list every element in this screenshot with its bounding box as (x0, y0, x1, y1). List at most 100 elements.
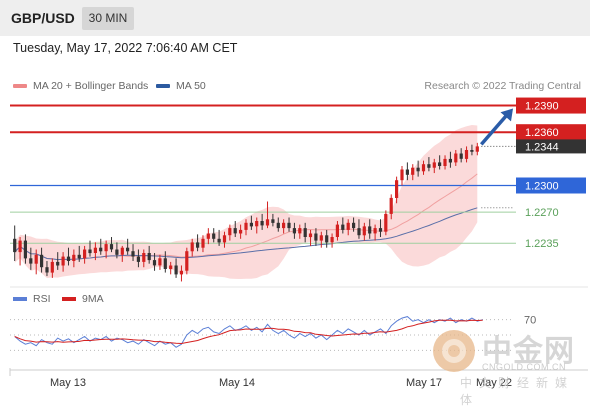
chart-header: GBP/USD 30 MIN (0, 0, 590, 36)
candle-body (56, 261, 60, 266)
candle-body (109, 244, 114, 250)
candle-body (196, 242, 200, 248)
candle-body (61, 256, 65, 266)
candle-body (179, 270, 183, 275)
candle-body (389, 197, 393, 214)
candle-body (255, 221, 259, 227)
candle-body (373, 228, 377, 234)
candle-body (319, 235, 323, 241)
level-1-2235-label: 1.2235 (525, 238, 559, 250)
level-1-2360-label: 1.2360 (525, 127, 559, 139)
candle-body (308, 233, 313, 238)
legend-item-ma20: MA 20 + Bollinger Bands (13, 80, 148, 92)
candle-body (448, 158, 452, 163)
candle-body (50, 261, 54, 273)
candle-body (66, 256, 71, 261)
candle-body (169, 265, 173, 270)
ma50-line (14, 207, 478, 261)
legend-swatch-9ma (62, 297, 76, 302)
candle-body (368, 226, 372, 234)
candle-body (217, 238, 221, 243)
candle-body (303, 228, 307, 237)
candle-body (346, 222, 350, 230)
candle-body (99, 247, 103, 252)
legend-label-9ma: 9MA (82, 293, 104, 305)
watermark-brand: 中金网 (482, 335, 575, 368)
candle-body (77, 254, 81, 259)
projection-arrow-head (500, 108, 513, 122)
x-tick-label: May 13 (50, 377, 86, 389)
candle-body (400, 169, 404, 181)
candle-body (378, 228, 383, 232)
candle-body (427, 164, 431, 168)
candle-body (201, 238, 205, 248)
candle-body (432, 162, 436, 168)
legend-label-ma50: MA 50 (176, 80, 206, 92)
candle-body (271, 219, 275, 223)
watermark-logo-icon (433, 330, 475, 372)
candle-body (142, 253, 146, 262)
candle-body (152, 260, 157, 266)
currency-pair: GBP/USD (11, 10, 75, 26)
candle-body (239, 229, 243, 234)
candle-body (136, 256, 140, 262)
candle-body (405, 169, 409, 175)
legend-label-rsi: RSI (33, 293, 51, 305)
candle-body (163, 258, 167, 269)
candle-body (45, 267, 49, 273)
watermark-tagline: 中文财经新媒体 (460, 376, 575, 407)
candle-body (260, 221, 264, 226)
candle-body (93, 247, 97, 253)
x-tick-label: May 14 (219, 377, 255, 389)
candle-body (249, 222, 253, 227)
research-credit: Research © 2022 Trading Central (424, 80, 581, 92)
candle-body (384, 213, 388, 232)
level-1-2360-tag (516, 124, 586, 141)
candle-body (287, 222, 291, 229)
legend-item-rsi: RSI (13, 293, 51, 305)
candle-body (185, 251, 189, 271)
candle-body (470, 150, 474, 152)
legend-item-ma50: MA 50 (156, 80, 206, 92)
candle-body (357, 228, 361, 236)
candle-body (222, 235, 227, 243)
candle-body (265, 219, 270, 226)
candle-body (88, 249, 92, 254)
timestamp: Tuesday, May 17, 2022 7:06:40 AM CET (13, 41, 238, 55)
candle-body (40, 254, 44, 268)
candle-body (212, 233, 216, 239)
level-1-2344-label: 1.2344 (525, 141, 559, 153)
legend-label-ma20: MA 20 + Bollinger Bands (33, 80, 149, 92)
candle-body (228, 228, 232, 236)
watermark-url: CNGOLD.COM.CN (482, 362, 567, 372)
candle-body (174, 265, 178, 275)
legend-swatch-ma20 (13, 84, 27, 89)
level-1-2390-tag (516, 97, 586, 114)
legend-swatch-ma50 (156, 84, 170, 89)
timeframe-button[interactable]: 30 MIN (82, 7, 134, 30)
candle-body (438, 162, 442, 166)
projection-arrow-shaft (479, 111, 511, 146)
candle-body (352, 222, 356, 229)
level-1-2300-tag (516, 177, 586, 194)
candle-body (206, 233, 210, 239)
candle-body (34, 254, 38, 264)
candle-body (325, 235, 329, 243)
rsi-ma9-line (14, 319, 483, 345)
candle-body (292, 228, 296, 234)
rsi-level-label: 70 (524, 315, 536, 327)
candle-body (244, 222, 248, 230)
candle-body (29, 258, 33, 264)
candle-body (298, 228, 302, 234)
x-tick-label: May 22 (476, 377, 512, 389)
candle-body (120, 247, 124, 255)
level-1-2344-tag (516, 139, 586, 154)
candle-body (83, 249, 87, 259)
candle-body (72, 254, 76, 261)
candle-body (459, 153, 463, 159)
candle-body (464, 150, 469, 159)
candle-body (158, 258, 162, 266)
candle-body (104, 244, 108, 252)
candle-body (362, 226, 366, 236)
